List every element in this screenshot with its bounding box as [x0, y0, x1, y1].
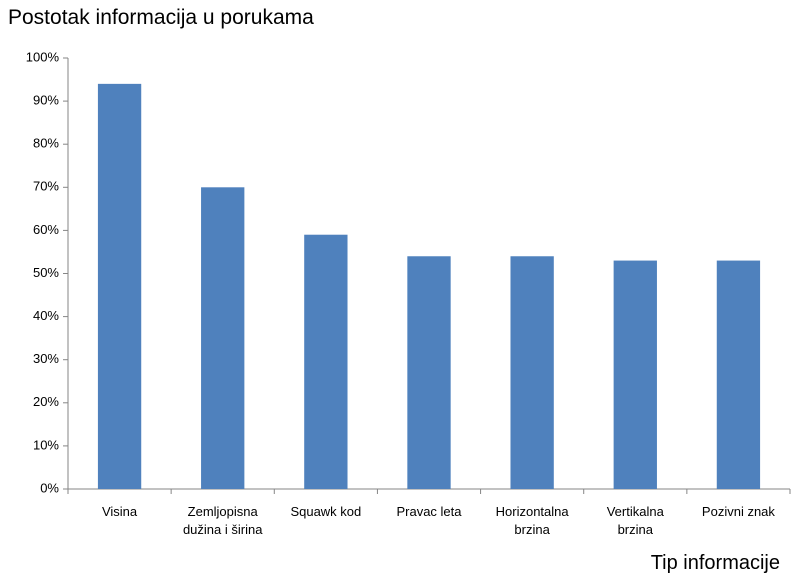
y-tick-label: 20% [33, 394, 59, 409]
bar [201, 187, 245, 490]
bar [613, 260, 657, 489]
bar [716, 260, 761, 489]
x-tick-label: Pravac leta [396, 504, 462, 519]
y-tick-label: 80% [33, 136, 59, 151]
y-tick-label: 40% [33, 308, 59, 323]
bar [97, 83, 142, 490]
y-tick-label: 60% [33, 222, 59, 237]
x-tick-label: Visina [101, 504, 138, 519]
y-tick-label: 30% [33, 351, 59, 366]
x-tick-label: Zemljopisna dužina i širina [182, 504, 263, 537]
y-tick-label: 50% [33, 265, 59, 280]
y-tick-label: 0% [40, 480, 59, 495]
y-tick-label: 10% [33, 437, 59, 452]
bar [304, 234, 348, 489]
y-tick-label: 90% [33, 93, 59, 108]
x-tick-label: Horizontalna brzina [495, 504, 569, 537]
bar [407, 256, 451, 489]
x-tick-label: Pozivni znak [701, 504, 775, 519]
chart-title: Postotak informacija u porukama [8, 6, 314, 29]
bar [510, 256, 554, 489]
y-tick-label: 100% [26, 49, 60, 64]
x-tick-label: Vertikalna brzina [606, 504, 664, 537]
x-tick-label: Squawk kod [290, 504, 362, 519]
y-tick-label: 70% [33, 179, 59, 194]
x-axis-title: Tip informacije [650, 552, 780, 574]
